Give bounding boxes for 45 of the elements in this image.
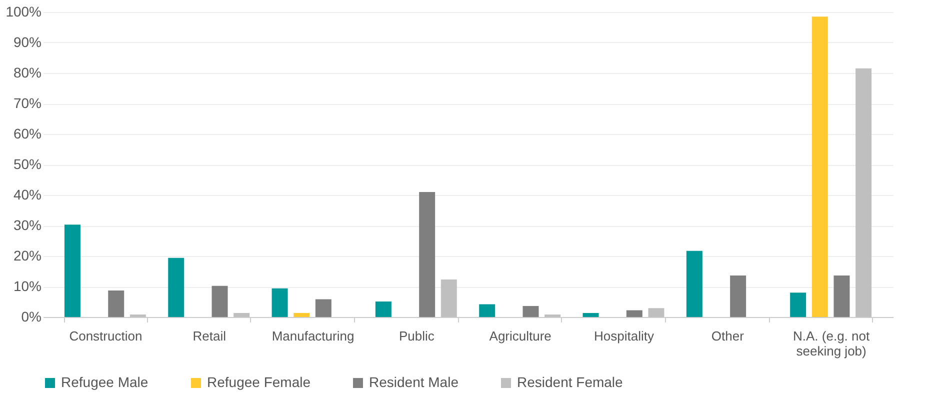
legend-label: Refugee Male (61, 374, 148, 390)
bar (626, 310, 642, 317)
bar (419, 192, 436, 317)
y-tick-label: 80% (13, 64, 42, 80)
bar (168, 258, 184, 317)
bar (212, 286, 228, 317)
x-tick-label: Other (711, 328, 745, 344)
bar (648, 308, 664, 317)
y-tick-label: 10% (13, 278, 42, 294)
bar (582, 313, 599, 317)
bar (730, 276, 746, 317)
y-tick-label: 40% (13, 186, 42, 202)
bar (375, 301, 392, 317)
x-tick-label: Manufacturing (272, 328, 354, 344)
bar (834, 276, 850, 317)
legend-label: Resident Female (517, 374, 624, 390)
bar (108, 290, 124, 317)
bar (440, 279, 457, 317)
bar (64, 224, 80, 317)
x-tick-label: Hospitality (594, 328, 654, 344)
x-tick-label: Retail (192, 328, 226, 344)
y-tick-label: 20% (13, 248, 42, 264)
y-tick-label: 100% (6, 4, 42, 20)
bar (234, 313, 250, 317)
y-tick-label: 70% (13, 95, 42, 111)
x-tick-label: Agriculture (489, 328, 552, 344)
y-tick-label: 60% (13, 126, 42, 142)
bar (315, 299, 332, 317)
bar (522, 306, 539, 317)
bar (856, 68, 872, 317)
legend-label: Resident Male (369, 374, 459, 390)
legend-label: Refugee Female (207, 374, 311, 390)
y-tick-label: 0% (21, 308, 42, 324)
x-tick-label: Construction (69, 328, 142, 344)
bar (812, 16, 828, 317)
x-tick-label: Public (398, 328, 435, 344)
y-tick-label: 50% (13, 156, 42, 172)
y-tick-label: 90% (13, 34, 42, 50)
x-tick-label: N.A. (e.g. not seeking job) (793, 328, 870, 358)
bar (790, 292, 806, 317)
bar (479, 304, 496, 317)
bar (272, 288, 288, 317)
bar (686, 250, 702, 317)
bar (294, 313, 310, 317)
y-tick-label: 30% (13, 217, 42, 233)
